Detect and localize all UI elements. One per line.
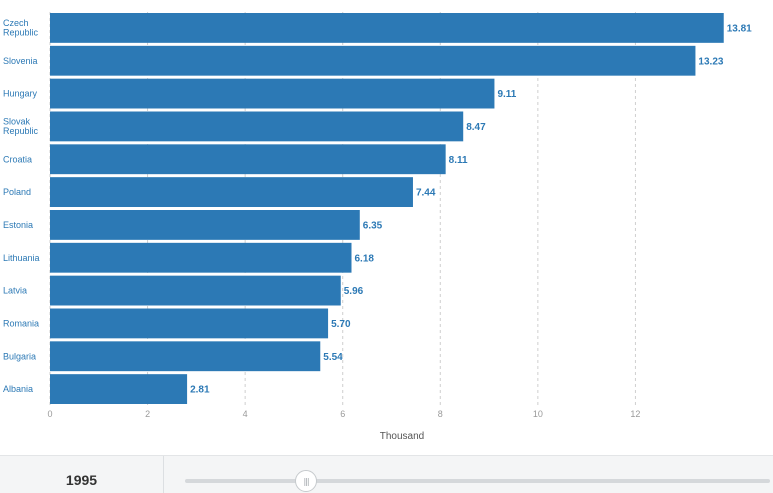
- bar: [50, 78, 495, 109]
- x-axis-title: Thousand: [380, 431, 424, 442]
- category-label: Latvia: [3, 286, 27, 296]
- category-label: Hungary: [3, 89, 38, 99]
- x-tick-label: 0: [47, 409, 52, 419]
- time-control-bar: 1995 |||: [0, 455, 773, 493]
- category-label: Czech Republic: [3, 18, 39, 38]
- value-label: 5.54: [323, 352, 343, 363]
- bar: [50, 242, 352, 273]
- category-label: Lithuania: [3, 253, 40, 263]
- grip-icon: |||: [303, 476, 309, 486]
- category-label: Bulgaria: [3, 351, 36, 361]
- value-label: 5.96: [344, 286, 364, 297]
- bar: [50, 210, 360, 240]
- value-label: 8.47: [466, 122, 486, 133]
- category-label: Albania: [3, 384, 33, 394]
- year-slider-track[interactable]: [185, 479, 770, 483]
- bar: [50, 111, 464, 142]
- value-label: 7.44: [416, 188, 436, 199]
- x-tick-label: 2: [145, 409, 150, 419]
- bar: [50, 144, 446, 175]
- x-tick-label: 6: [340, 409, 345, 419]
- category-label: Croatia: [3, 154, 32, 164]
- bar-chart: Czech Republic 13.81 Slovenia 13.23 Hungary 9.…: [3, 12, 752, 442]
- bar: [50, 45, 696, 76]
- bar: [50, 374, 188, 404]
- category-label: Romania: [3, 318, 39, 328]
- category-label: Estonia: [3, 220, 33, 230]
- x-tick-label: 4: [243, 409, 248, 419]
- value-label: 6.18: [354, 253, 374, 264]
- category-label: Slovak Republic: [3, 117, 39, 137]
- value-label: 13.81: [727, 23, 752, 34]
- bar: [50, 341, 321, 372]
- year-slider-handle[interactable]: |||: [295, 470, 317, 492]
- bar: [50, 177, 413, 207]
- value-label: 8.11: [449, 155, 468, 166]
- x-tick-label: 8: [438, 409, 443, 419]
- bar: [50, 308, 329, 339]
- chart-canvas: Czech Republic 13.81 Slovenia 13.23 Hungary 9.…: [3, 12, 752, 442]
- x-tick-label: 12: [630, 409, 640, 419]
- year-label: 1995: [65, 471, 98, 488]
- value-label: 2.81: [190, 385, 210, 396]
- bar: [50, 13, 724, 43]
- value-label: 6.35: [363, 220, 383, 231]
- value-label: 5.70: [331, 319, 351, 330]
- x-tick-label: 10: [533, 409, 543, 419]
- category-label: Slovenia: [3, 56, 38, 66]
- bar: [50, 275, 341, 306]
- year-display: 1995: [0, 456, 164, 493]
- category-label: Poland: [3, 187, 31, 197]
- value-label: 9.11: [497, 89, 516, 100]
- value-label: 13.23: [698, 56, 723, 67]
